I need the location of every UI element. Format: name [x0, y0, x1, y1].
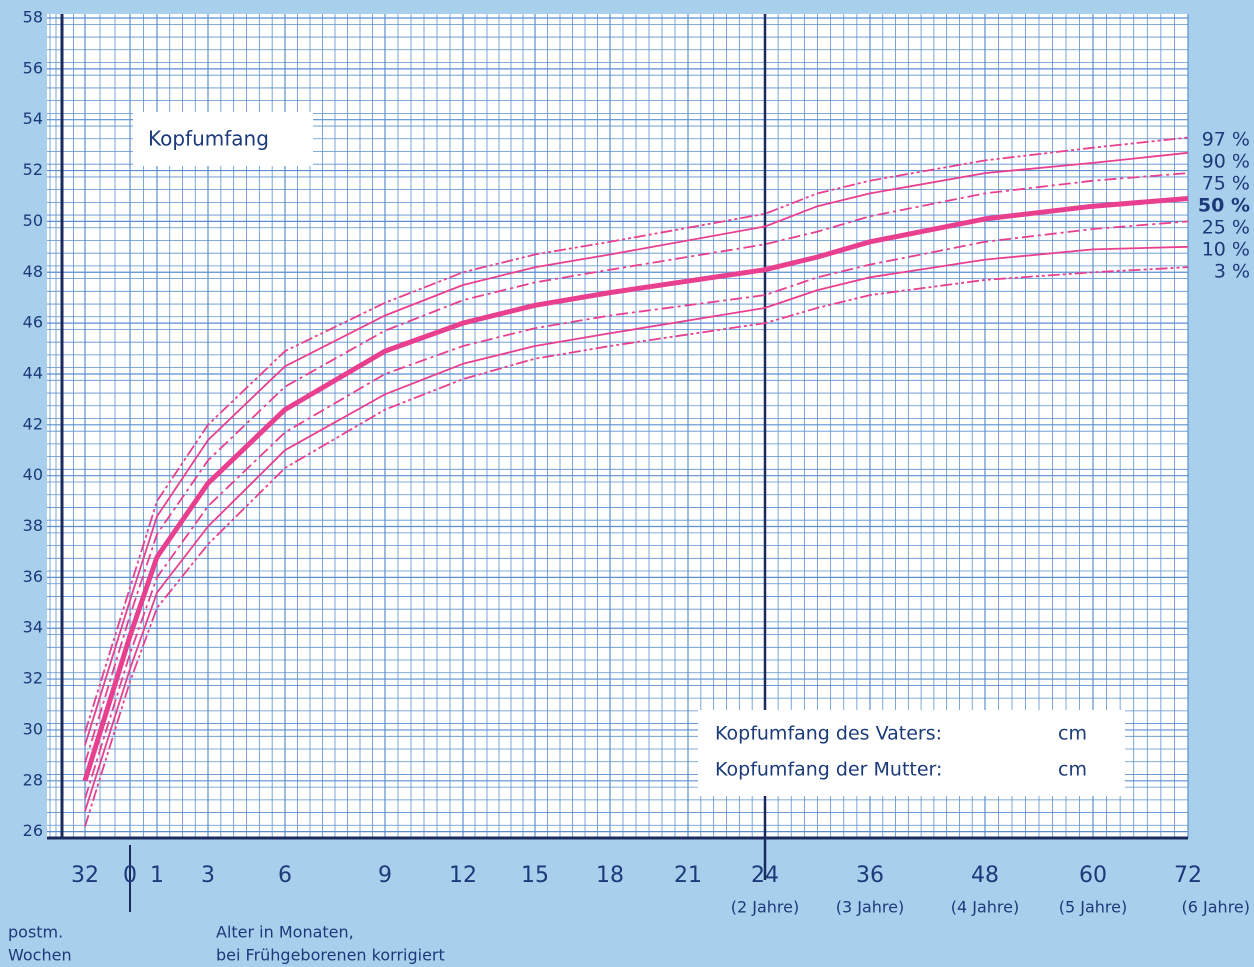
curves: [82, 136, 1189, 827]
percentile-curve: [84, 136, 1189, 733]
mother-unit: cm: [1058, 759, 1087, 781]
x-tick-label: 21: [674, 863, 702, 888]
father-unit: cm: [1058, 723, 1087, 745]
x-sublabel: (6 Jahre): [1182, 898, 1250, 917]
x-tick-label: 32: [71, 863, 99, 888]
y-tick-label: 40: [23, 465, 43, 484]
x-sublabel: (3 Jahre): [836, 898, 904, 917]
percentile-curve: [84, 245, 1189, 812]
y-tick-label: 54: [23, 109, 43, 128]
y-tick-label: 58: [23, 8, 43, 27]
father-label: Kopfumfang des Vaters:: [715, 723, 942, 745]
x-tick-label: 24: [751, 863, 779, 888]
x-tick-label: 0: [123, 863, 137, 888]
legend-label: 90 %: [1202, 151, 1250, 173]
title-box: [133, 112, 313, 166]
x-tick-label: 3: [201, 863, 215, 888]
legend-label: 25 %: [1202, 217, 1250, 239]
y-tick-label: 34: [23, 618, 43, 637]
y-tick-label: 42: [23, 414, 43, 433]
y-tick-label: 46: [23, 313, 43, 332]
y-tick-label: 56: [23, 58, 43, 77]
y-tick-label: 30: [23, 719, 43, 738]
y-tick-label: 50: [23, 211, 43, 230]
x-sublabel: (2 Jahre): [731, 898, 799, 917]
mother-label: Kopfumfang der Mutter:: [715, 759, 942, 781]
parents-box: [698, 710, 1125, 796]
legend-label: 75 %: [1202, 173, 1250, 195]
y-tick-label: 36: [23, 567, 43, 586]
x-label-left: postm.: [8, 923, 63, 942]
y-tick-label: 32: [23, 669, 43, 688]
legend-label: 10 %: [1202, 239, 1250, 261]
percentile-curve: [82, 196, 1189, 782]
x-label: Alter in Monaten,: [216, 923, 354, 942]
x-tick-label: 12: [449, 863, 477, 888]
y-tick-label: 38: [23, 516, 43, 535]
y-tick-label: 26: [23, 821, 43, 840]
x-sublabel: (4 Jahre): [951, 898, 1019, 917]
x-label: bei Frühgeborenen korrigiert: [216, 946, 445, 965]
x-tick-label: 1: [150, 863, 164, 888]
x-label-left: Wochen: [8, 946, 72, 965]
x-tick-label: 6: [278, 863, 292, 888]
percentile-curve: [84, 266, 1189, 827]
x-tick-label: 15: [521, 863, 549, 888]
x-tick-label: 18: [596, 863, 624, 888]
x-tick-label: 72: [1174, 863, 1202, 888]
x-tick-label: 48: [971, 863, 999, 888]
percentile-curve: [84, 151, 1189, 746]
y-tick-label: 52: [23, 160, 43, 179]
percentile-curve: [84, 220, 1189, 799]
y-tick-label: 44: [23, 363, 43, 382]
x-tick-label: 9: [378, 863, 392, 888]
y-tick-label: 28: [23, 770, 43, 789]
y-tick-label: 48: [23, 262, 43, 281]
legend-label: 97 %: [1202, 129, 1250, 151]
x-sublabel: (5 Jahre): [1059, 898, 1127, 917]
x-tick-label: 36: [856, 863, 884, 888]
chart-title: Kopfumfang: [148, 127, 269, 151]
legend-label: 50 %: [1198, 195, 1250, 217]
x-tick-label: 60: [1079, 863, 1107, 888]
percentile-curve: [84, 172, 1189, 764]
grid: [47, 14, 1189, 880]
legend-label: 3 %: [1214, 261, 1250, 283]
